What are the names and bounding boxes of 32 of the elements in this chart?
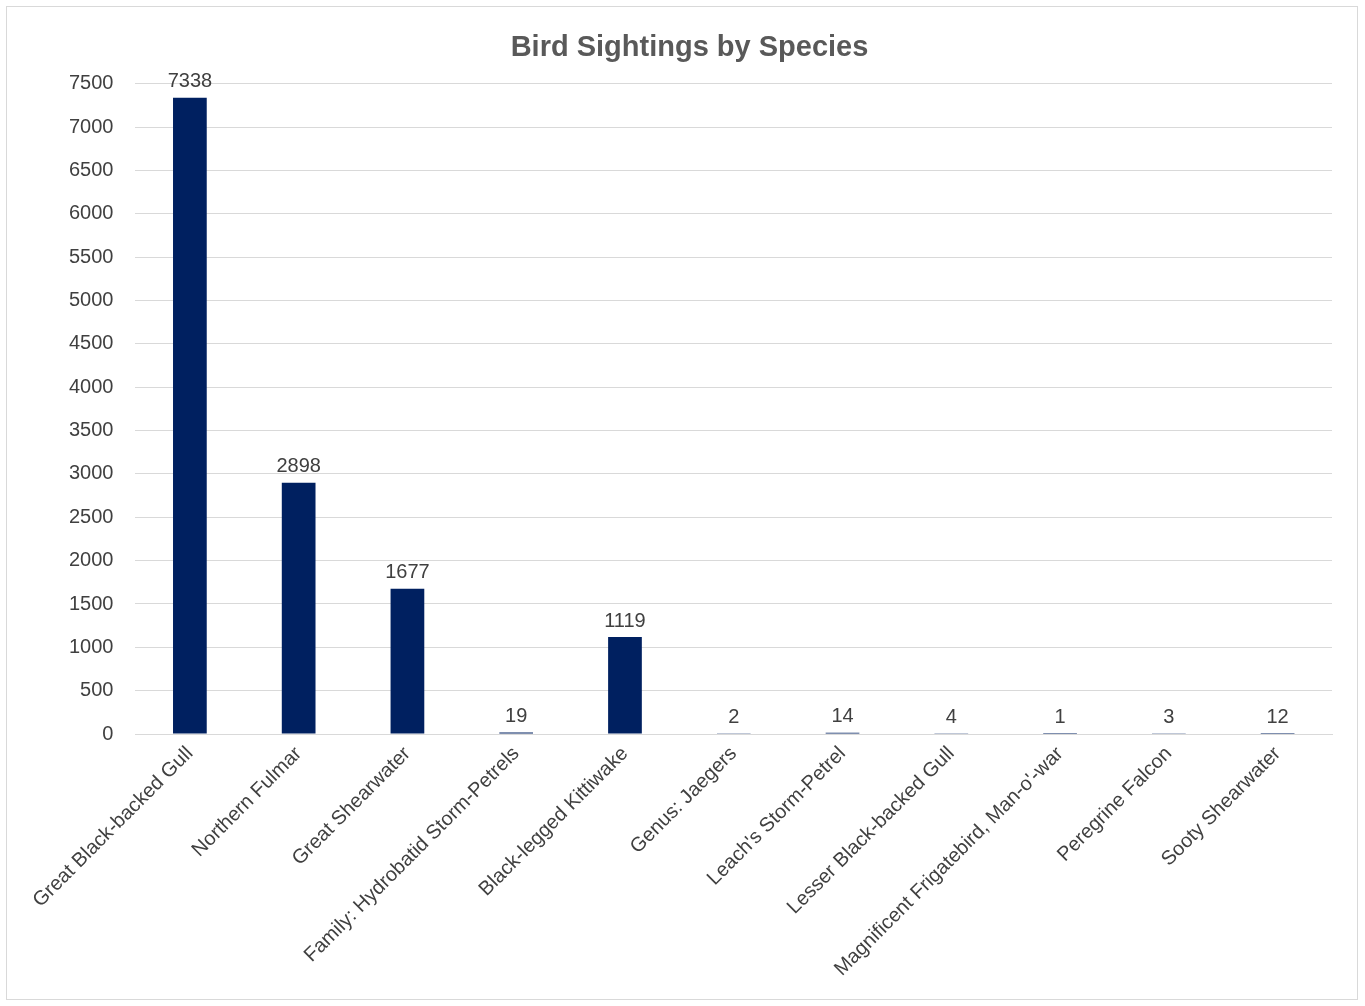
y-tick-label: 3500 — [68, 418, 114, 441]
data-label: 1677 — [385, 560, 430, 583]
data-label: 1 — [1054, 705, 1066, 728]
y-tick-label: 1500 — [68, 591, 114, 614]
y-tick-label: 5000 — [68, 288, 114, 311]
chart-title: Bird Sightings by Species — [510, 30, 869, 63]
y-tick-label: 1000 — [68, 634, 114, 657]
data-label: 12 — [1266, 704, 1289, 727]
y-tick-label: 500 — [80, 678, 114, 701]
bar — [608, 637, 642, 734]
data-label: 19 — [505, 703, 528, 726]
data-label: 14 — [831, 704, 854, 727]
y-tick-label: 2500 — [68, 504, 114, 527]
bar — [281, 482, 316, 734]
y-tick-label: 4500 — [68, 331, 114, 354]
y-tick-label: 7000 — [68, 114, 114, 137]
y-tick-label: 2000 — [68, 548, 114, 571]
y-tick-label: 4000 — [68, 374, 114, 397]
data-label: 3 — [1163, 705, 1175, 728]
y-tick-label: 6000 — [68, 201, 114, 224]
data-label: 7338 — [167, 69, 213, 92]
data-label: 4 — [945, 705, 957, 728]
y-tick-label: 5500 — [68, 244, 114, 267]
y-tick-label: 6500 — [68, 158, 114, 181]
y-tick-label: 3000 — [68, 461, 114, 484]
bar — [390, 588, 425, 734]
data-label: 2 — [728, 705, 740, 728]
data-label: 2898 — [276, 454, 321, 477]
data-label: 1119 — [604, 608, 646, 631]
bar — [173, 97, 207, 734]
y-tick-label: 0 — [102, 721, 114, 744]
y-tick-label: 7500 — [68, 71, 114, 94]
